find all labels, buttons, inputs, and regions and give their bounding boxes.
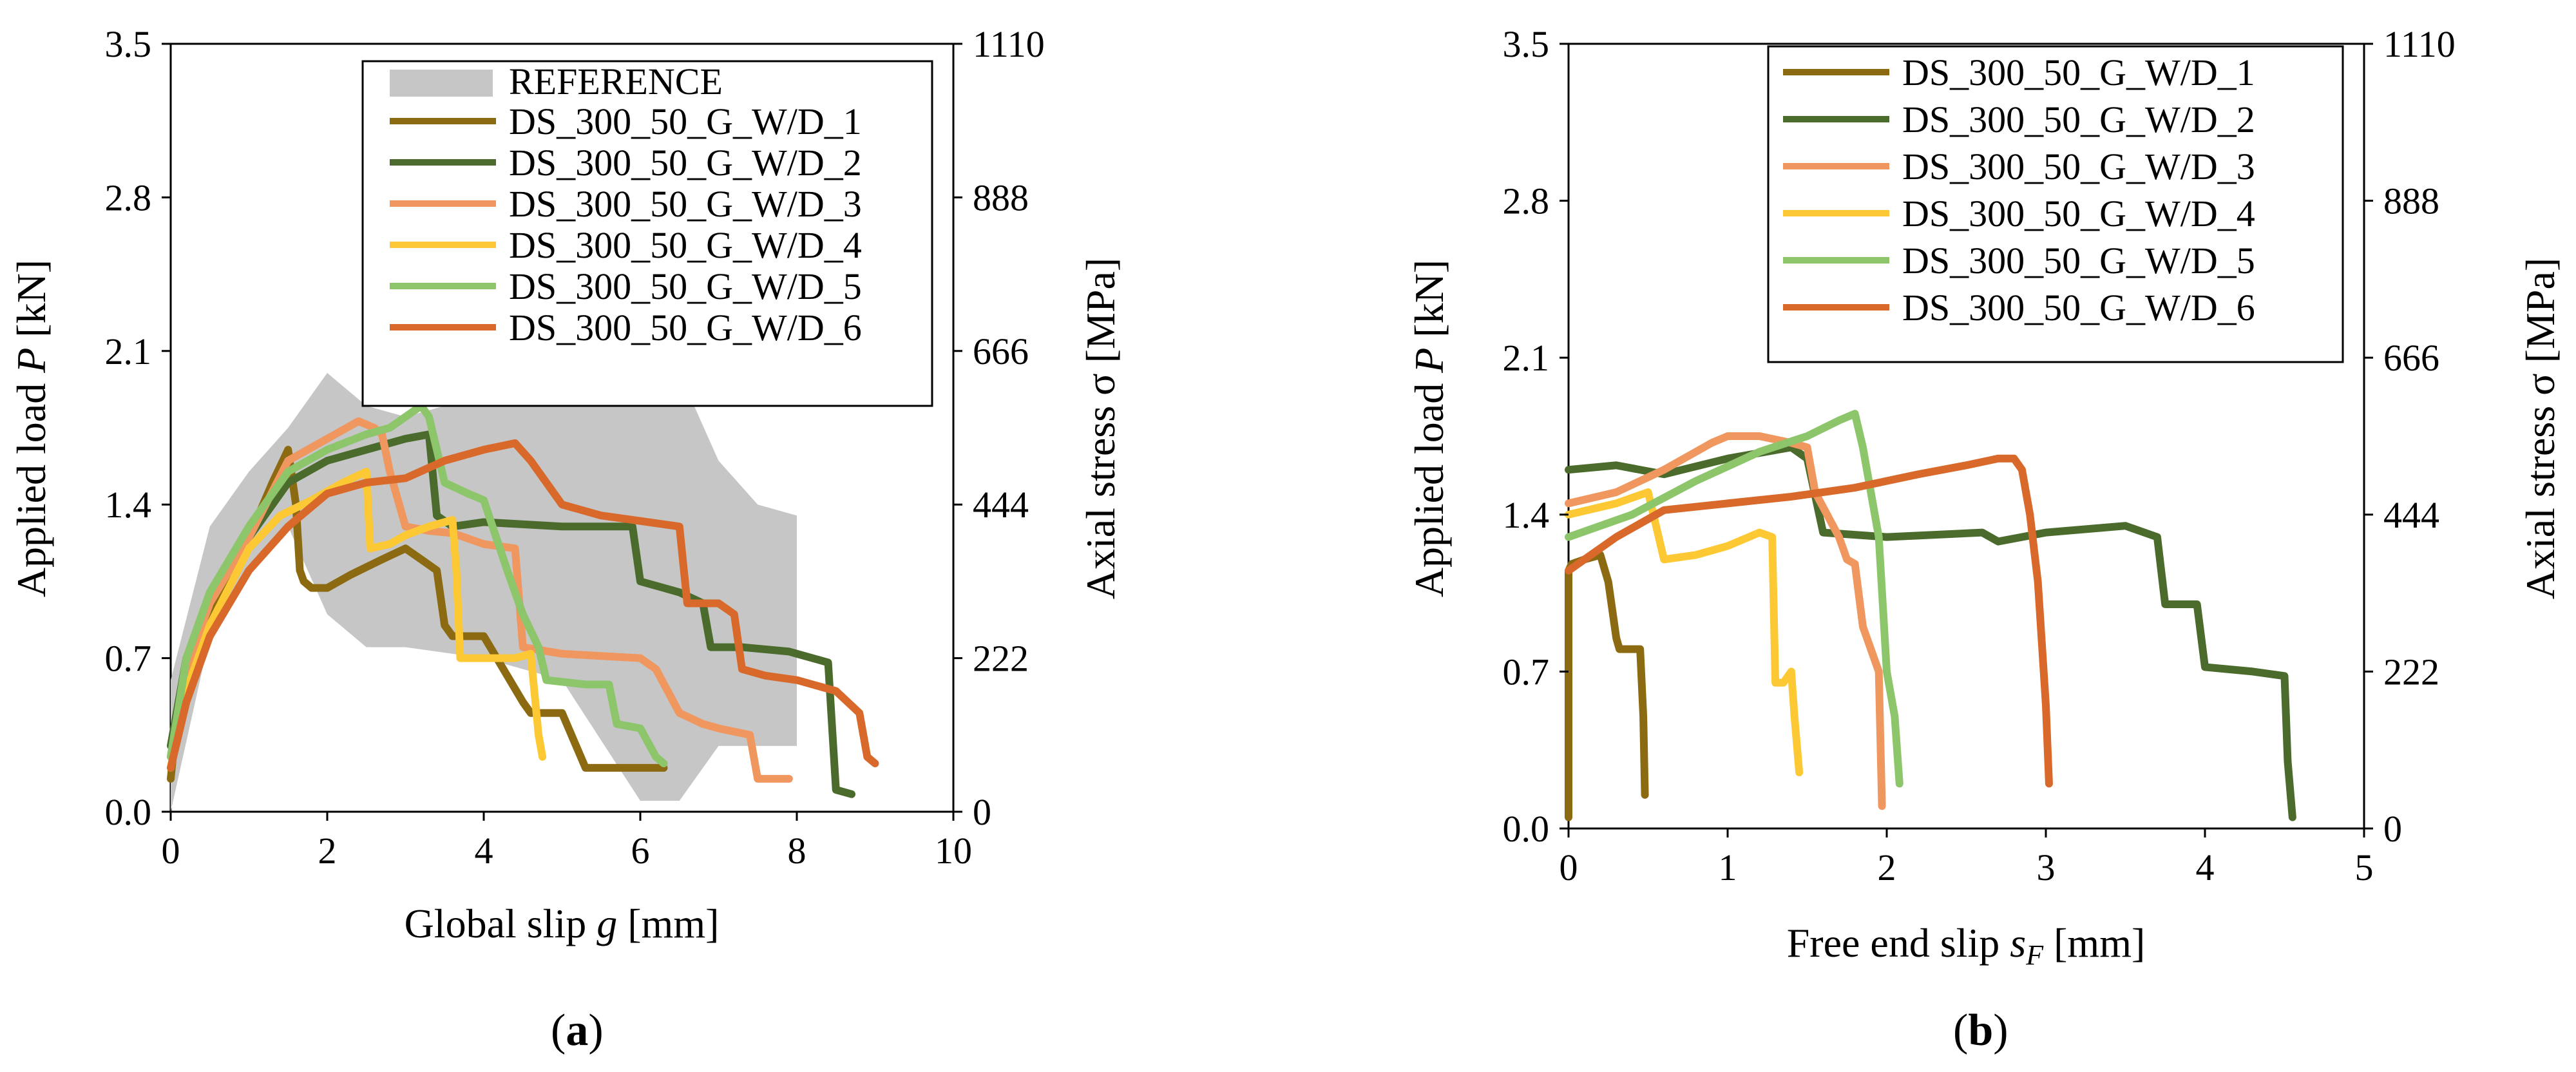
y-tick-label: 0.0 bbox=[105, 791, 152, 833]
y2-tick-label: 888 bbox=[973, 177, 1029, 218]
legend-label: DS_300_50_G_W/D_4 bbox=[509, 224, 862, 266]
legend-label-reference: REFERENCE bbox=[509, 61, 723, 102]
y2-tick-label: 1110 bbox=[973, 23, 1045, 65]
series-group-b bbox=[1565, 410, 2296, 821]
series-line-a-5 bbox=[167, 401, 668, 768]
y2-axis-title-a: Axial stress σ [MPa] bbox=[1078, 258, 1123, 599]
legend-label: DS_300_50_G_W/D_6 bbox=[509, 307, 862, 349]
legend-b: DS_300_50_G_W/D_1 DS_300_50_G_W/D_2 DS_300… bbox=[1767, 45, 2344, 363]
panel-label-a: (a) bbox=[551, 1006, 604, 1055]
y-axis-title-a: Applied load P [kN] bbox=[8, 260, 54, 597]
x-tick-label: 6 bbox=[631, 830, 650, 872]
y2-tick-label: 0 bbox=[973, 791, 991, 833]
legend-swatch-reference bbox=[390, 70, 493, 97]
y2-tick-label: 666 bbox=[2383, 337, 2439, 379]
x-tick-label: 3 bbox=[2037, 847, 2056, 888]
y2-tick-label: 0 bbox=[2383, 808, 2402, 850]
x-tick-label: 10 bbox=[935, 830, 972, 872]
x-tick-label: 0 bbox=[162, 830, 180, 872]
y2-tick-label: 222 bbox=[973, 638, 1029, 680]
y-axis-title-b: Applied load P [kN] bbox=[1406, 260, 1452, 597]
y-tick-label: 1.4 bbox=[105, 484, 152, 526]
y2-tick-label: 222 bbox=[2383, 651, 2439, 693]
y-tick-label: 2.1 bbox=[105, 330, 152, 372]
y-tick-label: 3.5 bbox=[1503, 23, 1550, 65]
legend-label: DS_300_50_G_W/D_5 bbox=[509, 265, 862, 307]
reference-band bbox=[171, 372, 797, 812]
y2-tick-label: 1110 bbox=[2383, 23, 2456, 65]
legend-label: DS_300_50_G_W/D_4 bbox=[1902, 193, 2255, 235]
series-line-a-6 bbox=[167, 439, 879, 772]
y-tick-label: 2.8 bbox=[105, 177, 152, 218]
legend-label: DS_300_50_G_W/D_5 bbox=[1902, 240, 2255, 282]
y-tick-label: 0.0 bbox=[1503, 808, 1550, 850]
y2-tick-label: 888 bbox=[2383, 180, 2439, 222]
y-tick-label: 2.1 bbox=[1503, 337, 1550, 379]
y2-axis-title-b: Axial stress σ [MPa] bbox=[2517, 258, 2563, 599]
panel-label-b: (b) bbox=[1953, 1006, 2008, 1055]
legend-a-items: DS_300_50_G_W/D_1DS_300_50_G_W/D_2DS_300… bbox=[390, 100, 862, 349]
y-tick-label: 2.8 bbox=[1503, 180, 1550, 222]
legend-b-items: DS_300_50_G_W/D_1 DS_300_50_G_W/D_2 DS_300… bbox=[1783, 52, 2255, 329]
legend-label: DS_300_50_G_W/D_1 bbox=[509, 100, 862, 142]
x-tick-label: 1 bbox=[1719, 847, 1737, 888]
y-tick-label: 1.4 bbox=[1503, 494, 1550, 536]
y2-tick-label: 666 bbox=[973, 330, 1029, 372]
series-line-a-4 bbox=[167, 468, 547, 772]
x-tick-label: 0 bbox=[1560, 847, 1578, 888]
y-tick-label: 3.5 bbox=[105, 23, 152, 65]
series-line-a-2 bbox=[167, 430, 856, 798]
y-tick-label: 0.7 bbox=[105, 638, 152, 680]
x-axis-title-b: Free end slip sF [mm] bbox=[1787, 920, 2146, 971]
legend-label: DS_300_50_G_W/D_2 bbox=[1902, 99, 2255, 140]
series-line-b-3 bbox=[1565, 432, 1886, 810]
x-tick-label: 4 bbox=[2196, 847, 2215, 888]
x-tick-label: 2 bbox=[1878, 847, 1896, 888]
series-line-b-2 bbox=[1565, 443, 2296, 821]
legend-label: DS_300_50_G_W/D_2 bbox=[509, 142, 862, 184]
x-axis-title-a: Global slip g [mm] bbox=[405, 901, 720, 946]
legend-label: DS_300_50_G_W/D_3 bbox=[1902, 146, 2255, 187]
series-line-b-5 bbox=[1565, 410, 1903, 788]
x-tick-label: 4 bbox=[475, 830, 493, 872]
y2-tick-label: 444 bbox=[973, 484, 1029, 526]
legend-label: DS_300_50_G_W/D_1 bbox=[1902, 52, 2255, 93]
legend-label: DS_300_50_G_W/D_6 bbox=[1902, 287, 2255, 329]
legend-label: DS_300_50_G_W/D_3 bbox=[509, 183, 862, 225]
x-tick-label: 2 bbox=[318, 830, 337, 872]
series-line-b-4 bbox=[1565, 488, 1804, 776]
series-group-a bbox=[167, 401, 879, 798]
series-line-b-6 bbox=[1565, 454, 2053, 788]
legend-a: REFERENCE DS_300_50_G_W/D_1DS_300_50_G_W… bbox=[361, 60, 933, 407]
x-tick-label: 5 bbox=[2355, 847, 2374, 888]
y-tick-label: 0.7 bbox=[1503, 651, 1550, 693]
y2-tick-label: 444 bbox=[2383, 494, 2439, 536]
x-tick-label: 8 bbox=[788, 830, 806, 872]
